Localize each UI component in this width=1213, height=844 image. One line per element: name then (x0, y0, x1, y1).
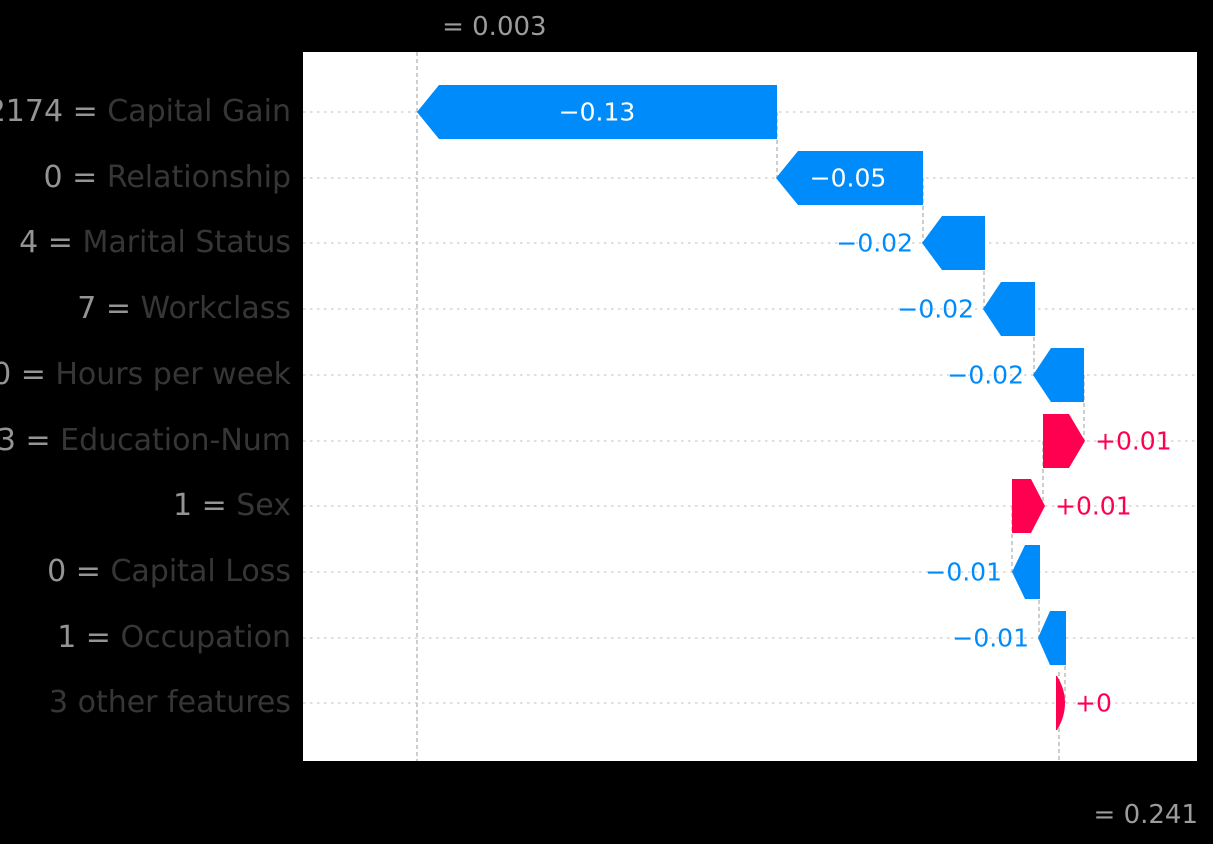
tick-feature-name: Capital Loss (110, 554, 291, 589)
fx-value: = 0.003 (442, 12, 547, 42)
shap-value-label: −0.02 (947, 360, 1024, 390)
tick-feature-name: Relationship (106, 160, 291, 195)
shap-value-label: −0.01 (952, 623, 1029, 653)
shap-value-label: −0.02 (897, 294, 974, 324)
bar-workclass (983, 282, 1035, 336)
tick-value: 2174 = (0, 94, 98, 129)
expected-value-label: E[f(X)] = 0.241 (1001, 802, 1198, 828)
bar-capital-loss (1012, 545, 1040, 599)
ytick-sex: 1 = Sex (173, 491, 291, 521)
shap-value-label: +0 (1075, 688, 1112, 718)
waterfall-canvas (303, 52, 1197, 761)
fx-output-label: f(x) = 0.003 (389, 14, 547, 40)
ytick-education-num: 13 = Education-Num (0, 426, 291, 456)
reference-lines (416, 52, 1085, 761)
fx-prefix: f(x) (389, 12, 434, 42)
bar-education-num (1043, 414, 1085, 468)
plot-area (303, 52, 1197, 761)
tick-feature-name: Workclass (140, 291, 291, 326)
bar-sex (1012, 479, 1045, 533)
tick-value: 0 = (43, 160, 107, 195)
tick-value: 1 = (172, 488, 237, 523)
bar-other-features (1056, 676, 1065, 730)
shap-value-label: −0.05 (809, 163, 887, 193)
shap-value-label: −0.13 (558, 97, 636, 127)
tick-feature-name: Occupation (120, 620, 291, 655)
ytick-marital-status: 4 = Marital Status (19, 228, 291, 258)
tick-value: 0 = (47, 554, 111, 589)
bar-occupation (1038, 611, 1066, 665)
tick-value: 7 = (77, 291, 141, 326)
tick-feature-name: Education-Num (60, 423, 291, 458)
shap-value-label: +0.01 (1095, 426, 1172, 456)
ytick-capital-gain: 2174 = Capital Gain (0, 97, 291, 127)
tick-value: 4 = (19, 225, 83, 260)
ytick-workclass: 7 = Workclass (77, 294, 291, 324)
tick-value: 1 = (57, 620, 121, 655)
tick-value: 40 = (0, 357, 46, 392)
shap-value-label: +0.01 (1055, 491, 1132, 521)
ytick-hours-per-week: 40 = Hours per week (0, 360, 291, 390)
tick-feature-name: Hours per week (55, 357, 291, 392)
expected-value-text: = 0.241 (1093, 800, 1198, 830)
tick-feature-name: Marital Status (82, 225, 291, 260)
ytick-capital-loss: 0 = Capital Loss (47, 557, 291, 587)
tick-value: 13 = (0, 423, 51, 458)
bar-capital-gain (417, 85, 777, 139)
bar-marital-status (922, 216, 985, 270)
tick-feature-name: Sex (236, 488, 291, 523)
ytick-relationship: 0 = Relationship (44, 163, 291, 193)
shap-value-label: −0.01 (925, 557, 1002, 587)
tick-feature-name: Capital Gain (107, 94, 291, 129)
shap-value-label: −0.02 (836, 228, 913, 258)
bar-relationship (776, 151, 923, 205)
tick-feature-name: 3 other features (48, 685, 291, 720)
bar-hours-per-week (1033, 348, 1084, 402)
expected-value-prefix: E[f(X)] (1001, 800, 1086, 830)
waterfall-bars (417, 85, 1085, 730)
ytick-occupation: 1 = Occupation (57, 623, 291, 653)
ytick-other-features: 3 other features (49, 688, 291, 718)
